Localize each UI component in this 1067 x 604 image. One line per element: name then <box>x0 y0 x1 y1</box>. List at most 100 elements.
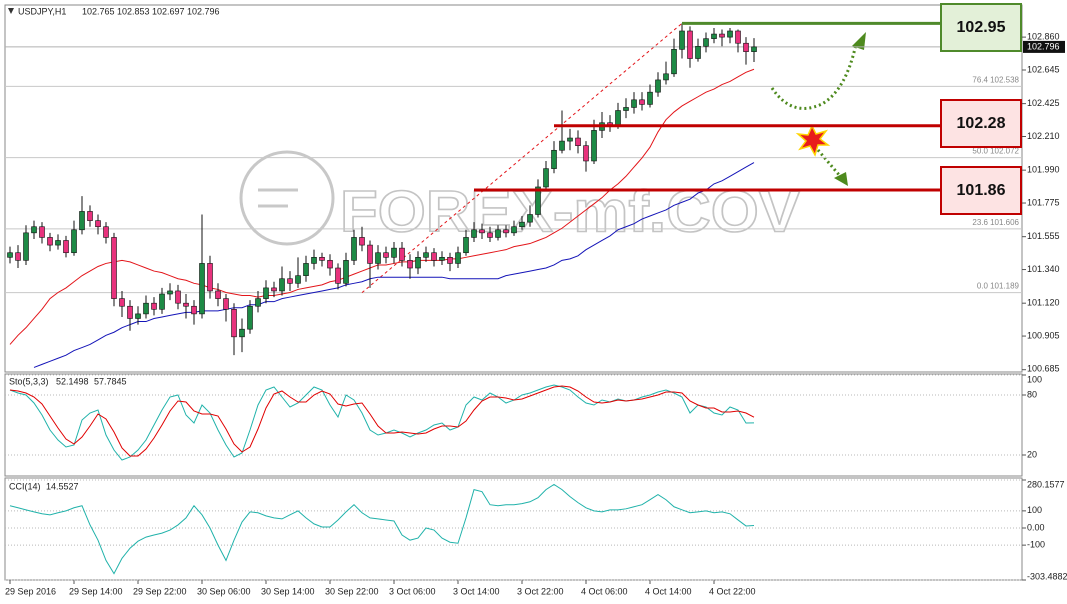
cci-panel <box>4 477 1023 581</box>
fib-level: 76.4 <box>972 75 988 84</box>
candle-body <box>471 229 477 238</box>
candle-body <box>23 232 29 261</box>
candle-body <box>695 45 701 59</box>
x-tick-label: 4 Oct 14:00 <box>645 586 692 596</box>
y-tick-label: -303.4882 <box>1027 571 1067 581</box>
y-tick-label: 102.425 <box>1027 98 1060 108</box>
candle-body <box>367 244 373 264</box>
candle-body <box>55 240 61 246</box>
y-tick-label: 101.555 <box>1027 231 1060 241</box>
candle-body <box>351 237 357 261</box>
candle-body <box>7 252 13 258</box>
candle-body <box>143 302 149 315</box>
y-tick-label: 102.860 <box>1027 31 1060 41</box>
level-box <box>940 166 1022 215</box>
stochastic-title: Sto(5,3,3) <box>9 376 49 386</box>
candle-body <box>383 252 389 258</box>
y-tick-label: 101.120 <box>1027 298 1060 308</box>
x-tick-label: 29 Sep 22:00 <box>133 586 187 596</box>
indicator-line <box>33 162 755 368</box>
candle-body <box>479 229 485 234</box>
current-price-label: 102.796 <box>1027 41 1060 51</box>
candle-body <box>735 30 741 44</box>
y-tick-label: 101.340 <box>1027 264 1060 274</box>
candle-body <box>183 302 189 307</box>
candle-body <box>639 99 645 105</box>
candle-body <box>159 293 165 310</box>
scenario-arrows <box>770 32 866 186</box>
fib-price: 102.538 <box>990 75 1019 84</box>
y-tick-label: 80 <box>1027 389 1037 399</box>
y-tick-label: 101.775 <box>1027 197 1060 207</box>
indicator-line <box>9 483 755 575</box>
candle-body <box>271 287 277 292</box>
candle-body <box>631 99 637 108</box>
candle-body <box>671 49 677 75</box>
candle-body <box>247 305 253 330</box>
candle-body <box>743 42 749 52</box>
candle-body <box>231 309 237 338</box>
candle-body <box>167 290 173 295</box>
candle-body <box>31 226 37 234</box>
level-box <box>940 99 1022 148</box>
y-tick-label: 100.685 <box>1027 363 1060 373</box>
candle-body <box>215 290 221 299</box>
fib-level: 23.6 <box>972 218 988 227</box>
candle-body <box>95 220 101 228</box>
x-tick-label: 30 Sep 22:00 <box>325 586 379 596</box>
x-tick-label: 29 Sep 14:00 <box>69 586 123 596</box>
candle-body <box>375 252 381 264</box>
candle-body <box>527 214 533 223</box>
level-label: 102.28 <box>957 115 1006 132</box>
y-tick-label: 100.905 <box>1027 330 1060 340</box>
x-tick-label: 3 Oct 14:00 <box>453 586 500 596</box>
header-low: 102.697 <box>152 6 185 16</box>
candle-body <box>223 298 229 310</box>
candle-body <box>495 229 501 238</box>
candle-body <box>263 287 269 299</box>
y-tick-label: 102.645 <box>1027 64 1060 74</box>
level-box <box>940 3 1022 52</box>
y-tick-label: 102.210 <box>1027 131 1060 141</box>
candle-body <box>711 33 717 39</box>
candle-body <box>487 232 493 238</box>
fib-level: 0.0 <box>977 282 989 291</box>
candle-body <box>567 137 573 142</box>
header-open: 102.765 <box>82 6 115 16</box>
level-label: 102.95 <box>957 19 1006 36</box>
candle-body <box>391 247 397 258</box>
candle-body <box>511 226 517 234</box>
candle-body <box>87 211 93 221</box>
candle-body <box>551 149 557 169</box>
x-tick-label: 30 Sep 14:00 <box>261 586 315 596</box>
fib-price: 102.072 <box>990 147 1019 156</box>
y-tick-label: 0.00 <box>1027 522 1045 532</box>
candle-body <box>647 91 653 105</box>
candle-body <box>127 305 133 319</box>
symbol-icon <box>8 8 14 14</box>
symbol-title: USDJPY,H1 <box>18 6 66 16</box>
candle-body <box>407 260 413 269</box>
candle-body <box>327 260 333 269</box>
y-tick-label: -100 <box>1027 540 1045 550</box>
candle-body <box>431 252 437 261</box>
candle-body <box>751 46 757 52</box>
candle-body <box>335 267 341 284</box>
candle-body <box>15 252 21 261</box>
candle-body <box>575 137 581 146</box>
candle-body <box>199 263 205 315</box>
candle-body <box>135 313 141 319</box>
stochastic-signal-value: 57.7845 <box>94 376 127 386</box>
candle-body <box>455 252 461 264</box>
candle-body <box>111 237 117 299</box>
x-tick-label: 30 Sep 06:00 <box>197 586 251 596</box>
candle-body <box>463 237 469 254</box>
candle-body <box>119 298 125 307</box>
candle-body <box>439 257 445 261</box>
candle-body <box>295 275 301 284</box>
candle-body <box>663 73 669 81</box>
candle-body <box>591 130 597 162</box>
cci-title: CCI(14) <box>9 481 41 491</box>
candle-body <box>191 305 197 315</box>
candle-body <box>623 107 629 111</box>
